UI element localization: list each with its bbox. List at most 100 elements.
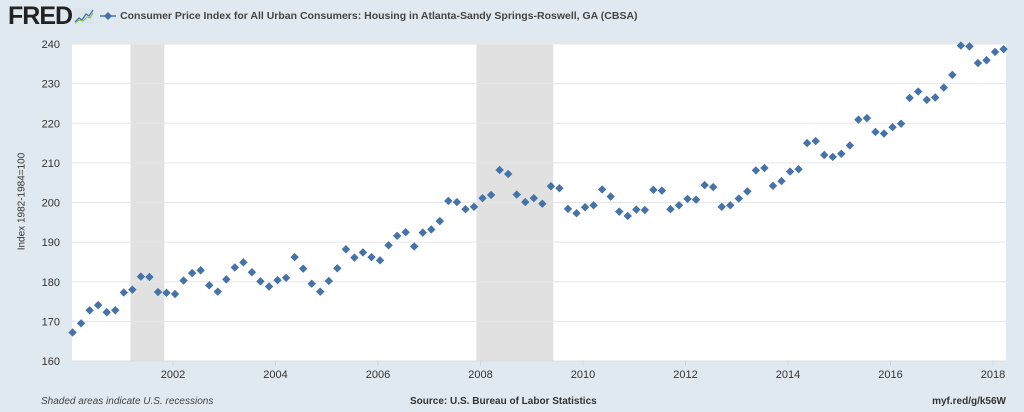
x-tick-label: 2006 [366,369,390,381]
data-point [102,308,111,317]
data-point [632,205,641,214]
data-point [606,192,615,201]
data-point [854,115,863,124]
data-point [546,182,556,191]
data-point [93,300,103,310]
data-point [256,277,265,286]
data-point [239,258,248,267]
data-point [589,201,598,210]
data-point [119,288,128,297]
data-point [478,193,487,203]
y-tick-label: 230 [42,79,60,91]
data-point [350,253,359,262]
data-point [708,182,718,192]
data-point [597,185,607,194]
data-point [367,252,376,262]
data-point [751,166,761,175]
data-point [666,205,675,214]
data-point [427,225,436,234]
data-point [307,279,316,288]
line-graph-icon [74,8,95,24]
data-point [444,196,453,206]
data-point [879,129,889,138]
y-tick-label: 240 [42,39,60,51]
x-tick-label: 2012 [673,369,697,381]
data-point [341,245,351,254]
data-point [162,288,171,298]
data-point [990,47,1000,57]
data-point [896,119,906,128]
data-point [828,152,837,162]
data-point [324,276,333,286]
x-tick-label: 2010 [571,369,595,381]
data-point [392,231,402,240]
data-point [726,201,735,210]
data-point [136,272,146,281]
y-tick-label: 220 [42,118,60,130]
source-note: Source: U.S. Bureau of Labor Statistics [410,396,597,407]
y-tick-label: 170 [42,316,60,328]
y-tick-label: 210 [42,158,60,170]
y-tick-label: 180 [42,277,60,289]
data-point [811,136,820,146]
data-point [913,87,923,96]
data-point [640,205,650,215]
data-point [435,216,445,226]
y-tick-label: 200 [42,198,60,210]
recession-note: Shaded areas indicate U.S. recessions [41,396,214,407]
data-point [862,113,872,123]
data-point [785,167,795,176]
data-point [691,195,701,204]
x-tick-label: 2004 [263,369,287,381]
data-point [401,228,410,237]
data-point [563,204,573,214]
grid-lines [72,43,1006,362]
data-point [956,41,966,50]
data-point [939,83,948,92]
data-point [965,42,974,51]
data-point [145,272,154,282]
data-point [999,44,1008,54]
diamond-line-icon [100,12,117,20]
data-point [205,281,214,290]
data-point [247,268,257,277]
data-point [358,248,368,257]
x-tick-label: 2008 [468,369,492,381]
data-point [187,268,197,278]
data-point [486,190,496,200]
data-point [495,165,504,175]
data-point [734,194,743,203]
data-point [700,180,709,190]
data-point [333,264,342,273]
data-point [375,256,385,265]
short-link[interactable]: myf.red/g/k56W [932,396,1006,407]
data-point [111,306,120,315]
data-point [529,193,538,203]
data-point [580,203,590,212]
x-tick-labels: 2002 2004 2006 2008 2010 2012 2014 2016 2018 [161,361,1005,381]
x-tick-label: 2018 [981,369,1005,381]
data-point [521,197,530,207]
data-point [264,282,274,291]
fred-logo[interactable]: FRED [8,2,73,30]
data-point [802,138,812,148]
data-point [837,149,846,158]
data-point [128,285,137,294]
data-point [179,276,188,285]
data-point [845,141,855,150]
data-point [196,266,205,275]
x-tick-label: 2002 [161,369,185,381]
data-point [281,273,291,282]
x-tick-label: 2014 [776,369,800,381]
data-point [461,205,470,214]
data-point [948,70,957,80]
y-axis-label: Index 1982-1984=100 [16,152,28,251]
data-point [410,242,419,251]
data-point [674,201,684,210]
data-point [777,176,786,186]
data-point [153,287,163,297]
data-point [273,275,282,285]
data-point [717,202,726,212]
data-point [213,287,222,296]
